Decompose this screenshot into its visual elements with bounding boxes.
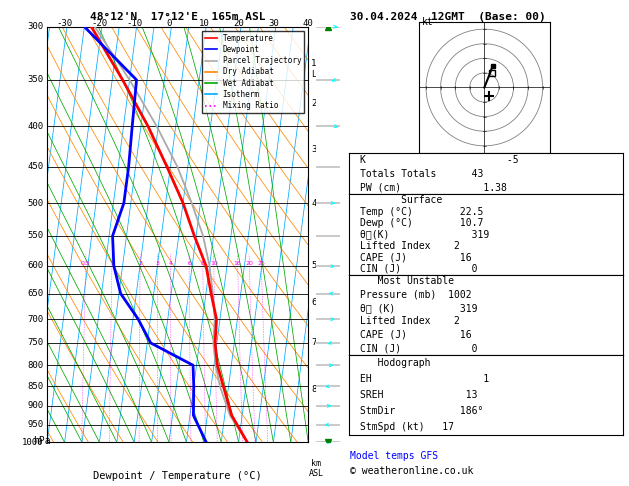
Text: θᴇ(K)              319: θᴇ(K) 319: [360, 229, 489, 240]
Text: 4: 4: [311, 199, 317, 208]
Text: 700: 700: [27, 314, 43, 324]
Text: 550: 550: [27, 231, 43, 241]
Text: hPa: hPa: [33, 436, 50, 447]
Text: CAPE (J)         16: CAPE (J) 16: [360, 330, 472, 340]
Text: 10: 10: [210, 261, 218, 266]
Text: Totals Totals      43: Totals Totals 43: [360, 169, 484, 179]
Text: K                        -5: K -5: [360, 155, 519, 165]
Text: 30: 30: [268, 19, 279, 28]
Text: 10: 10: [198, 19, 209, 28]
Text: 300: 300: [27, 22, 43, 31]
Text: Dewpoint / Temperature (°C): Dewpoint / Temperature (°C): [93, 471, 262, 481]
Text: CIN (J)            0: CIN (J) 0: [360, 264, 477, 274]
Text: 3: 3: [311, 145, 317, 155]
Text: 8: 8: [311, 384, 317, 394]
Text: EH                   1: EH 1: [360, 374, 489, 384]
Legend: Temperature, Dewpoint, Parcel Trajectory, Dry Adiabat, Wet Adiabat, Isotherm, Mi: Temperature, Dewpoint, Parcel Trajectory…: [202, 31, 304, 113]
Text: θᴇ (K)           319: θᴇ (K) 319: [360, 303, 477, 313]
Text: kt: kt: [421, 17, 433, 27]
Text: 650: 650: [27, 289, 43, 298]
Text: 1: 1: [311, 59, 317, 68]
Text: © weatheronline.co.uk: © weatheronline.co.uk: [350, 466, 474, 476]
Text: 900: 900: [27, 401, 43, 410]
Text: Lifted Index    2: Lifted Index 2: [360, 241, 460, 251]
Text: 20: 20: [233, 19, 244, 28]
Text: 40: 40: [303, 19, 314, 28]
Text: 5: 5: [311, 261, 317, 270]
Text: 16: 16: [234, 261, 242, 266]
Text: 4: 4: [169, 261, 172, 266]
Text: Surface: Surface: [360, 195, 442, 205]
Text: Mixing Ratio (g/kg): Mixing Ratio (g/kg): [327, 191, 337, 278]
Text: 7: 7: [311, 338, 317, 347]
Text: 0: 0: [166, 19, 172, 28]
Text: 6: 6: [311, 298, 317, 307]
Text: 850: 850: [27, 382, 43, 391]
Text: 2: 2: [138, 261, 142, 266]
Text: km
ASL: km ASL: [309, 459, 323, 478]
Text: 1: 1: [110, 261, 114, 266]
Text: 1000: 1000: [22, 438, 43, 447]
Text: Model temps GFS: Model temps GFS: [350, 451, 438, 461]
Text: 8: 8: [201, 261, 205, 266]
Title: 48°12'N  17°12'E  165m ASL: 48°12'N 17°12'E 165m ASL: [90, 12, 265, 22]
Text: -20: -20: [91, 19, 108, 28]
Text: 400: 400: [27, 122, 43, 131]
Text: Most Unstable: Most Unstable: [360, 276, 454, 286]
Text: Temp (°C)        22.5: Temp (°C) 22.5: [360, 207, 484, 217]
Text: 30.04.2024  12GMT  (Base: 00): 30.04.2024 12GMT (Base: 00): [350, 12, 546, 22]
Text: StmDir           186°: StmDir 186°: [360, 406, 484, 416]
Text: Pressure (mb)  1002: Pressure (mb) 1002: [360, 290, 472, 300]
Text: 800: 800: [27, 361, 43, 370]
Text: -10: -10: [126, 19, 142, 28]
Text: Dewp (°C)        10.7: Dewp (°C) 10.7: [360, 218, 484, 228]
Text: 3: 3: [155, 261, 160, 266]
Text: CAPE (J)         16: CAPE (J) 16: [360, 252, 472, 262]
Text: PW (cm)              1.38: PW (cm) 1.38: [360, 183, 507, 192]
Text: 750: 750: [27, 338, 43, 347]
Text: 20: 20: [245, 261, 253, 266]
Text: 950: 950: [27, 420, 43, 429]
Text: LCL: LCL: [311, 70, 326, 79]
Text: StmSpd (kt)   17: StmSpd (kt) 17: [360, 422, 454, 432]
Text: Lifted Index    2: Lifted Index 2: [360, 316, 460, 327]
Text: 450: 450: [27, 162, 43, 171]
Text: SREH              13: SREH 13: [360, 390, 477, 400]
Text: 500: 500: [27, 199, 43, 208]
Text: 2: 2: [311, 99, 317, 108]
Text: Hodograph: Hodograph: [360, 358, 430, 368]
Text: 0.5: 0.5: [81, 261, 91, 266]
Text: 350: 350: [27, 75, 43, 85]
Text: 25: 25: [257, 261, 265, 266]
Text: CIN (J)            0: CIN (J) 0: [360, 343, 477, 353]
Text: 600: 600: [27, 261, 43, 270]
Text: 6: 6: [187, 261, 191, 266]
Text: -30: -30: [57, 19, 72, 28]
